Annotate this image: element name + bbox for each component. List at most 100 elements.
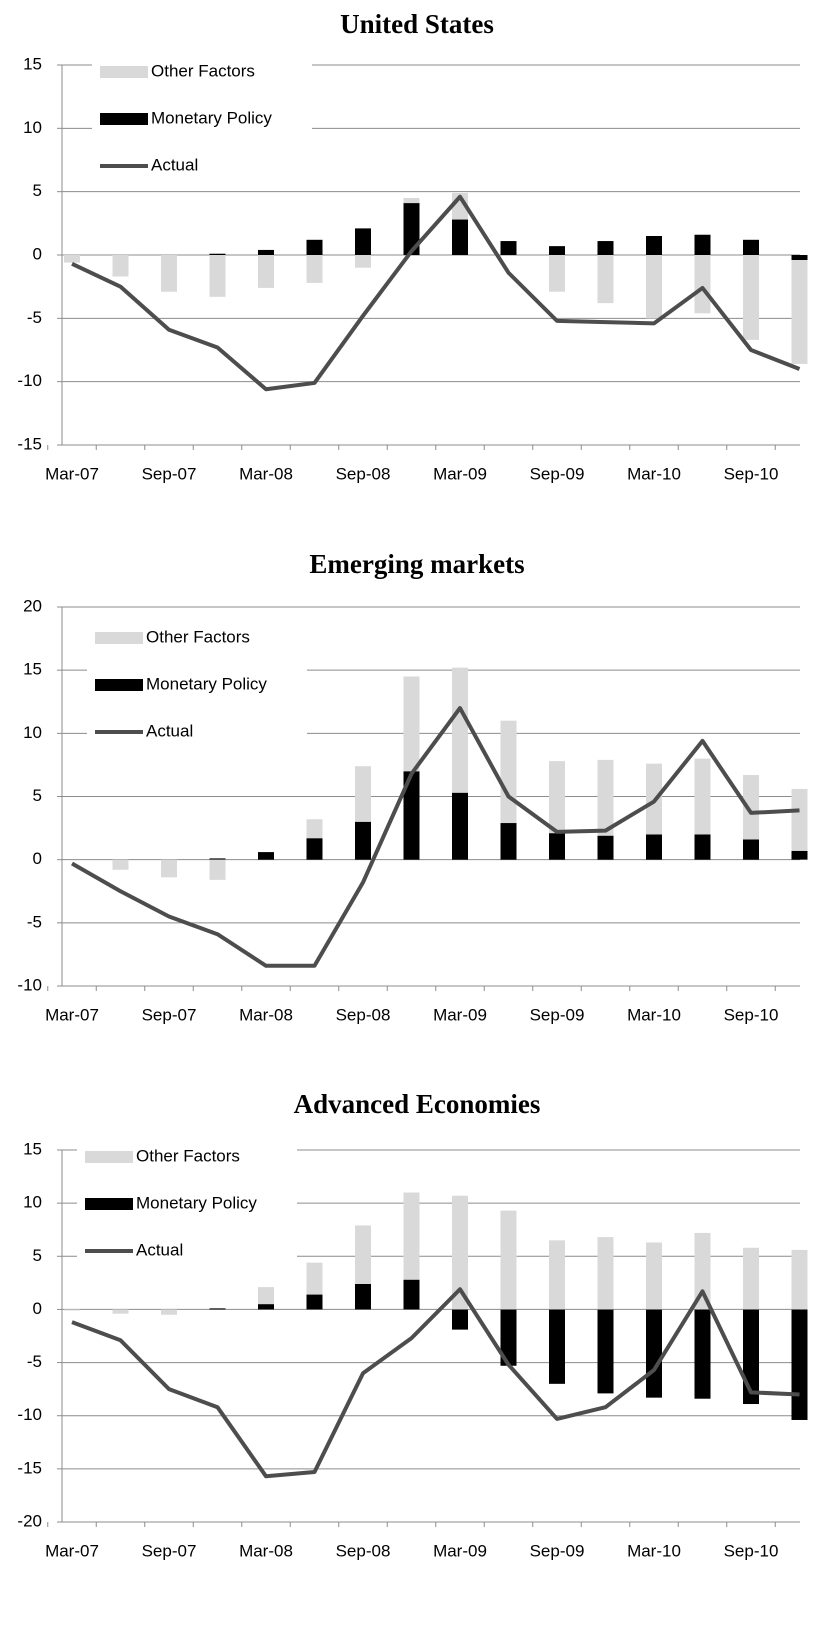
- bar: [694, 834, 711, 860]
- y-tick-label: 15: [23, 1139, 42, 1158]
- bar: [549, 246, 565, 255]
- bar: [646, 255, 662, 319]
- legend-label: Actual: [146, 721, 193, 740]
- bar: [791, 1249, 808, 1310]
- bar: [694, 1232, 711, 1310]
- bar: [791, 850, 808, 860]
- bar: [646, 236, 662, 255]
- x-tick-label: Mar-10: [627, 464, 681, 483]
- x-tick-label: Sep-08: [336, 1541, 391, 1560]
- x-tick-label: Sep-08: [336, 464, 391, 483]
- bar: [597, 241, 614, 255]
- bar: [500, 241, 517, 255]
- legend-swatch: [100, 113, 148, 125]
- bar: [209, 255, 226, 297]
- bar: [209, 253, 226, 255]
- x-tick-label: Sep-09: [530, 1541, 585, 1560]
- bar: [549, 833, 565, 860]
- bar: [403, 198, 420, 204]
- bar: [646, 1242, 662, 1310]
- bar: [743, 839, 759, 860]
- bar: [161, 255, 177, 292]
- bar: [112, 859, 129, 870]
- bar: [597, 255, 614, 304]
- legend-label: Actual: [136, 1240, 183, 1259]
- bar: [355, 255, 371, 268]
- bar: [646, 834, 662, 860]
- y-tick-label: 5: [33, 1246, 42, 1265]
- x-tick-label: Mar-08: [239, 1541, 293, 1560]
- y-tick-label: 10: [23, 118, 42, 137]
- bar: [452, 667, 468, 793]
- x-tick-label: Sep-08: [336, 1005, 391, 1024]
- legend-swatch: [95, 679, 143, 691]
- x-tick-label: Mar-08: [239, 1005, 293, 1024]
- bar: [209, 1308, 226, 1310]
- bar: [500, 720, 517, 824]
- x-tick-label: Mar-09: [433, 1541, 487, 1560]
- bar: [791, 255, 808, 261]
- x-tick-label: Sep-09: [530, 1005, 585, 1024]
- x-tick-label: Mar-09: [433, 1005, 487, 1024]
- bar: [209, 859, 226, 880]
- bar: [597, 835, 614, 860]
- x-tick-label: Sep-10: [724, 464, 779, 483]
- line-series: [71, 1287, 800, 1479]
- bar: [743, 775, 759, 840]
- bar: [258, 1287, 274, 1305]
- x-tick-label: Mar-09: [433, 464, 487, 483]
- legend-label: Actual: [151, 155, 198, 174]
- bar: [355, 228, 371, 255]
- legend-swatch: [100, 66, 148, 78]
- legend-label: Other Factors: [151, 61, 255, 80]
- y-tick-label: 0: [33, 1299, 42, 1318]
- bar: [64, 1309, 80, 1311]
- y-tick-label: -10: [17, 1405, 42, 1424]
- bar: [452, 1195, 468, 1310]
- bar: [355, 821, 371, 860]
- bar: [306, 239, 323, 255]
- chart-title: Emerging markets: [309, 549, 524, 579]
- bar: [694, 255, 711, 314]
- bar: [403, 771, 420, 860]
- bar: [355, 1283, 371, 1310]
- bar: [791, 788, 808, 851]
- legend-swatch: [85, 1198, 133, 1210]
- x-tick-label: Sep-07: [142, 464, 197, 483]
- bar: [597, 759, 614, 836]
- y-tick-label: 5: [33, 181, 42, 200]
- legend-swatch: [85, 1151, 133, 1163]
- x-tick-label: Sep-10: [724, 1005, 779, 1024]
- legend-swatch: [95, 632, 143, 644]
- y-tick-label: -5: [27, 912, 42, 931]
- bar: [694, 234, 711, 255]
- bar: [791, 260, 808, 364]
- x-tick-label: Mar-08: [239, 464, 293, 483]
- bar: [64, 255, 80, 263]
- bar: [500, 823, 517, 860]
- bar: [306, 255, 323, 283]
- bar: [791, 1309, 808, 1420]
- y-tick-label: 20: [23, 596, 42, 615]
- bar: [549, 255, 565, 292]
- bar: [743, 239, 759, 255]
- y-tick-label: 10: [23, 1193, 42, 1212]
- y-tick-label: -15: [17, 1458, 42, 1477]
- y-tick-label: 15: [23, 54, 42, 73]
- x-tick-label: Sep-10: [724, 1541, 779, 1560]
- bar: [403, 676, 420, 772]
- bar: [306, 1294, 323, 1310]
- bar: [549, 761, 565, 834]
- x-tick-label: Sep-09: [530, 464, 585, 483]
- bar: [549, 1240, 565, 1310]
- y-tick-label: -5: [27, 1352, 42, 1371]
- legend-label: Other Factors: [146, 627, 250, 646]
- bar: [161, 1309, 177, 1315]
- y-tick-label: -20: [17, 1511, 42, 1530]
- y-tick-label: -5: [27, 308, 42, 327]
- x-tick-label: Sep-07: [142, 1541, 197, 1560]
- bar: [112, 1309, 129, 1314]
- bar: [452, 1309, 468, 1330]
- legend-label: Other Factors: [136, 1146, 240, 1165]
- bar: [743, 255, 759, 340]
